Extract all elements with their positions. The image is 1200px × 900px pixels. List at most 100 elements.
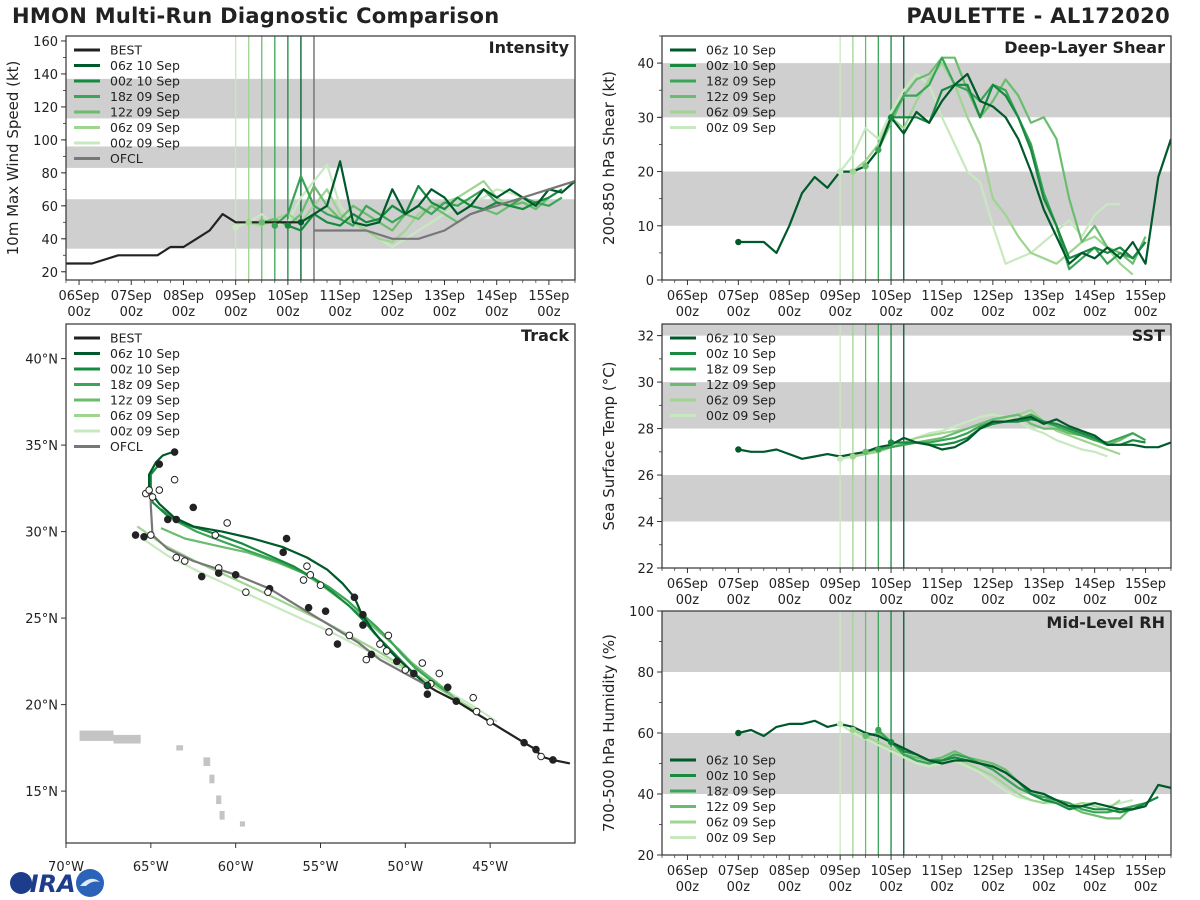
rh-xtick-label: 06Sep [667, 864, 708, 879]
track-land [216, 795, 222, 805]
panel-rh: 2040608010006Sep00z07Sep00z08Sep00z09Sep… [600, 605, 1172, 895]
track-land [209, 774, 215, 784]
track-marker [282, 534, 291, 543]
rh-xtick-label: 00z [981, 880, 1005, 895]
sst-xtick-label: 06Sep [667, 577, 708, 592]
sst-ylabel: Sea Surface Temp (°C) [600, 361, 618, 530]
sst-ytick-label: 28 [637, 423, 654, 438]
shear-xtick-label: 00z [778, 305, 802, 320]
intensity-ytick-label: 100 [33, 134, 58, 149]
rh-xtick-label: 11Sep [921, 864, 962, 879]
track-marker [304, 603, 313, 612]
intensity-series-line [248, 180, 537, 244]
intensity-xtick-label: 08Sep [163, 289, 204, 304]
sst-ytick-label: 30 [637, 376, 654, 391]
rh-init-point [862, 732, 869, 740]
shear-legend-label: 18z 09 Sep [706, 74, 776, 89]
track-marker [211, 531, 220, 539]
rh-xtick-label: 14Sep [1074, 864, 1115, 879]
shear-xtick-label: 10Sep [871, 289, 912, 304]
shear-legend-label: 06z 09 Sep [706, 105, 776, 120]
panel-intensity: 2040608010012014016006Sep00z07Sep00z08Se… [4, 35, 576, 320]
shear-legend-label: 12z 09 Sep [706, 89, 776, 104]
rh-series-line [890, 741, 1159, 814]
sst-xtick-label: 00z [930, 593, 954, 608]
shear-init-point [862, 162, 869, 170]
track-marker [418, 659, 427, 667]
track-legend-label: 06z 10 Sep [110, 346, 180, 361]
intensity-band-2 [66, 78, 575, 119]
intensity-xtick-label: 00z [224, 305, 248, 320]
rh-xtick-label: 00z [1083, 880, 1107, 895]
intensity-ytick-label: 160 [33, 35, 58, 50]
track-marker [148, 493, 157, 501]
rh-xtick-label: 08Sep [769, 864, 810, 879]
track-marker [189, 503, 198, 512]
sst-ytick-label: 26 [637, 469, 654, 484]
panel-sst: 22242628303206Sep00z07Sep00z08Sep00z09Se… [600, 323, 1172, 608]
intensity-xtick-label: 00z [433, 305, 457, 320]
sst-ytick-label: 22 [637, 562, 654, 577]
intensity-xtick-label: 10Sep [267, 289, 308, 304]
sst-init-point [836, 455, 844, 462]
track-legend-label: 00z 10 Sep [110, 362, 180, 377]
intensity-title: Intensity [489, 38, 570, 57]
intensity-xtick-label: 00z [276, 305, 300, 320]
rh-legend-label: 06z 09 Sep [706, 815, 776, 830]
track-marker [264, 588, 272, 596]
track-marker [172, 515, 181, 524]
sst-title: SST [1132, 326, 1165, 345]
track-land [176, 745, 184, 751]
shear-series-line [864, 56, 1147, 265]
sst-series-line [738, 415, 1171, 460]
intensity-ytick-label: 140 [33, 68, 58, 83]
sst-xtick-label: 07Sep [718, 577, 759, 592]
shear-series-line [852, 61, 1134, 276]
rh-legend-label: 12z 09 Sep [706, 799, 776, 814]
shear-ytick-label: 40 [637, 57, 654, 72]
track-plot-area [79, 448, 571, 827]
track-xtick-label: 45°W [472, 860, 508, 875]
track-marker [537, 752, 545, 761]
track-marker [345, 631, 354, 640]
shear-legend-label: 00z 09 Sep [706, 120, 776, 135]
intensity-legend-label: 18z 09 Sep [110, 89, 180, 104]
intensity-xtick-label: 00z [537, 305, 561, 320]
track-ytick-label: 35°N [25, 439, 58, 454]
track-marker [384, 631, 393, 640]
track-series-line [141, 537, 498, 723]
sst-ytick-label: 32 [637, 330, 654, 345]
track-marker [393, 657, 401, 666]
intensity-xtick-label: 11Sep [320, 289, 361, 304]
track-xtick-label: 60°W [218, 860, 254, 875]
track-marker [532, 745, 540, 754]
track-marker [350, 593, 359, 602]
intensity-plot-area [66, 36, 575, 280]
rh-init-point [887, 738, 895, 746]
rh-ytick-label: 80 [637, 666, 654, 681]
intensity-ofcl-line [314, 180, 575, 240]
track-marker [472, 707, 481, 716]
track-title: Track [521, 326, 569, 345]
track-marker [321, 607, 330, 615]
shear-xtick-label: 13Sep [1023, 289, 1064, 304]
rh-xtick-label: 00z [1032, 880, 1056, 895]
rh-xtick-label: 09Sep [820, 864, 861, 879]
sst-xtick-label: 15Sep [1125, 577, 1166, 592]
shear-band-1 [662, 63, 1171, 118]
intensity-xtick-label: 00z [120, 305, 144, 320]
shear-title: Deep-Layer Shear [1004, 38, 1165, 57]
rh-series-line [738, 719, 1171, 811]
cira-logo-text: CIRA [12, 870, 76, 898]
track-marker [223, 519, 231, 527]
rh-band-1 [662, 611, 1171, 672]
shear-init-point [887, 114, 895, 121]
sst-init-point [735, 446, 742, 453]
track-marker [147, 531, 155, 539]
rh-xtick-label: 10Sep [871, 864, 912, 879]
intensity-xtick-label: 00z [172, 305, 196, 320]
track-marker [306, 571, 315, 579]
